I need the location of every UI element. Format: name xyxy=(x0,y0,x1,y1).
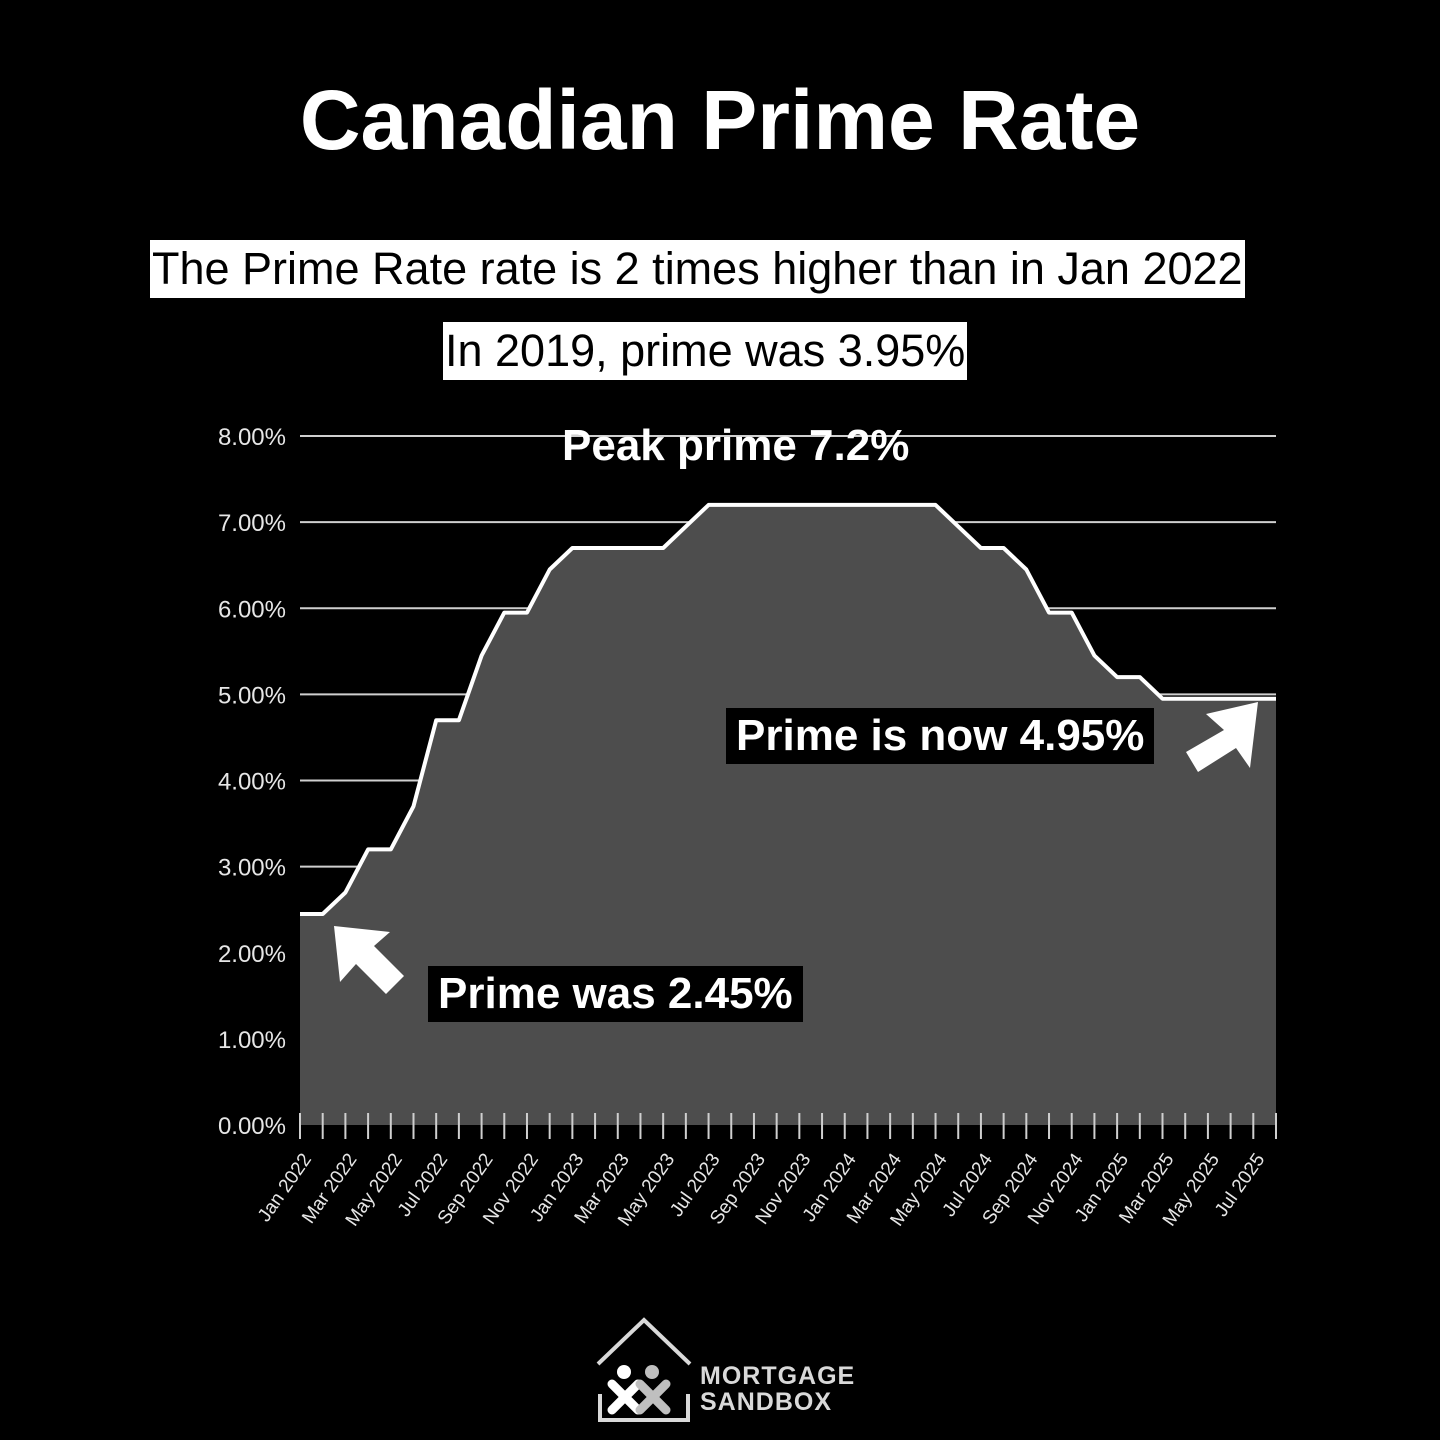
arrow-up-right-icon xyxy=(1186,702,1258,772)
y-tick-label: 2.00% xyxy=(218,941,286,968)
rate-area xyxy=(300,504,1276,1125)
current-rate-annotation: Prime is now 4.95% xyxy=(726,708,1155,764)
y-tick-label: 3.00% xyxy=(218,855,286,882)
peak-annotation: Peak prime 7.2% xyxy=(562,421,910,470)
arrow-up-left-icon xyxy=(334,926,404,994)
y-tick-label: 6.00% xyxy=(218,596,286,623)
subtitle-highlight-2: In 2019, prime was 3.95% xyxy=(443,322,968,380)
y-tick-label: 5.00% xyxy=(218,682,286,709)
house-icon xyxy=(596,1317,692,1422)
chart-title: Canadian Prime Rate xyxy=(299,73,1141,167)
subtitle-highlight-1: The Prime Rate rate is 2 times higher th… xyxy=(150,240,1245,298)
start-rate-annotation: Prime was 2.45% xyxy=(428,966,803,1022)
y-tick-label: 8.00% xyxy=(218,424,286,451)
y-tick-label: 0.00% xyxy=(218,1113,286,1140)
area-chart: 0.00% 1.00% 2.00% 3.00% 4.00% 5.00% 6.00% 7.00%… xyxy=(218,424,1277,1230)
logo-text-sandbox: SANDBOX xyxy=(700,1388,833,1416)
y-tick-label: 4.00% xyxy=(218,769,286,796)
y-axis-labels: 0.00% 1.00% 2.00% 3.00% 4.00% 5.00% 6.00% 7.00%… xyxy=(218,424,286,1140)
y-tick-label: 7.00% xyxy=(218,510,286,537)
rate-line xyxy=(300,502,1276,916)
y-tick-label: 1.00% xyxy=(218,1027,286,1054)
logo-text-mortgage: MORTGAGE xyxy=(700,1362,856,1390)
x-axis-ticks xyxy=(299,1113,1277,1139)
mortgage-sandbox-logo: MORTGAGE SANDBOX xyxy=(594,1316,854,1426)
